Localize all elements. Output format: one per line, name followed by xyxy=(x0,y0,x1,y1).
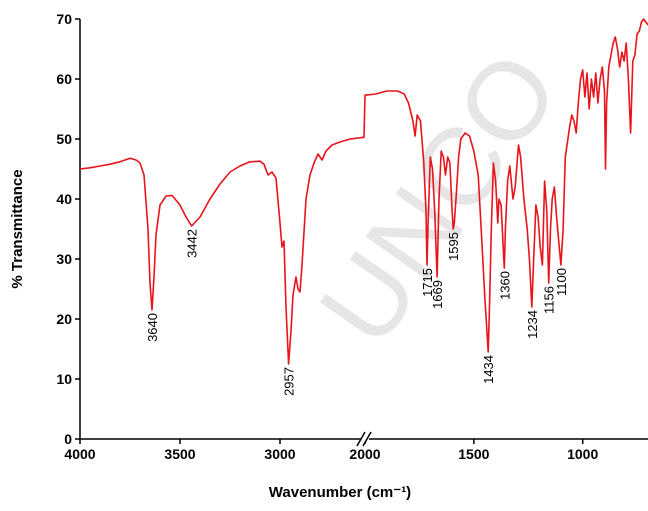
axis-break-gap xyxy=(361,436,369,442)
peak-label: 2957 xyxy=(282,367,297,396)
y-tick-label: 10 xyxy=(56,371,72,387)
peak-label: 1100 xyxy=(554,268,569,296)
peak-label: 1156 xyxy=(542,286,557,314)
y-axis-label: % Transmittance xyxy=(9,169,26,288)
peak-label: 1234 xyxy=(525,310,540,339)
x-tick-label: 4000 xyxy=(64,446,95,462)
y-tick-label: 70 xyxy=(56,11,72,27)
peak-label: 3640 xyxy=(145,313,160,342)
peak-label: 1715 xyxy=(420,268,435,297)
peak-label: 1669 xyxy=(430,280,445,309)
y-tick-label: 20 xyxy=(56,311,72,327)
x-tick-label: 2000 xyxy=(349,446,380,462)
peak-label: 1595 xyxy=(446,232,461,261)
x-tick-label: 3500 xyxy=(164,446,195,462)
peak-label: 3442 xyxy=(185,229,200,258)
y-tick-label: 0 xyxy=(64,431,72,447)
spectrum-line xyxy=(79,18,648,365)
peak-label: 1360 xyxy=(497,271,512,300)
y-tick-label: 30 xyxy=(56,251,72,267)
y-tick-label: 60 xyxy=(56,71,72,87)
x-tick-label: 1000 xyxy=(567,446,598,462)
axis-break xyxy=(356,431,366,447)
x-axis-label: Wavenumber (cm⁻¹) xyxy=(269,484,411,501)
y-tick-label: 40 xyxy=(56,191,72,207)
axis-break xyxy=(362,431,372,447)
peak-label: 1434 xyxy=(481,355,496,384)
x-tick-label: 3000 xyxy=(264,446,295,462)
x-tick-label: 1500 xyxy=(458,446,489,462)
y-tick-label: 50 xyxy=(56,131,72,147)
